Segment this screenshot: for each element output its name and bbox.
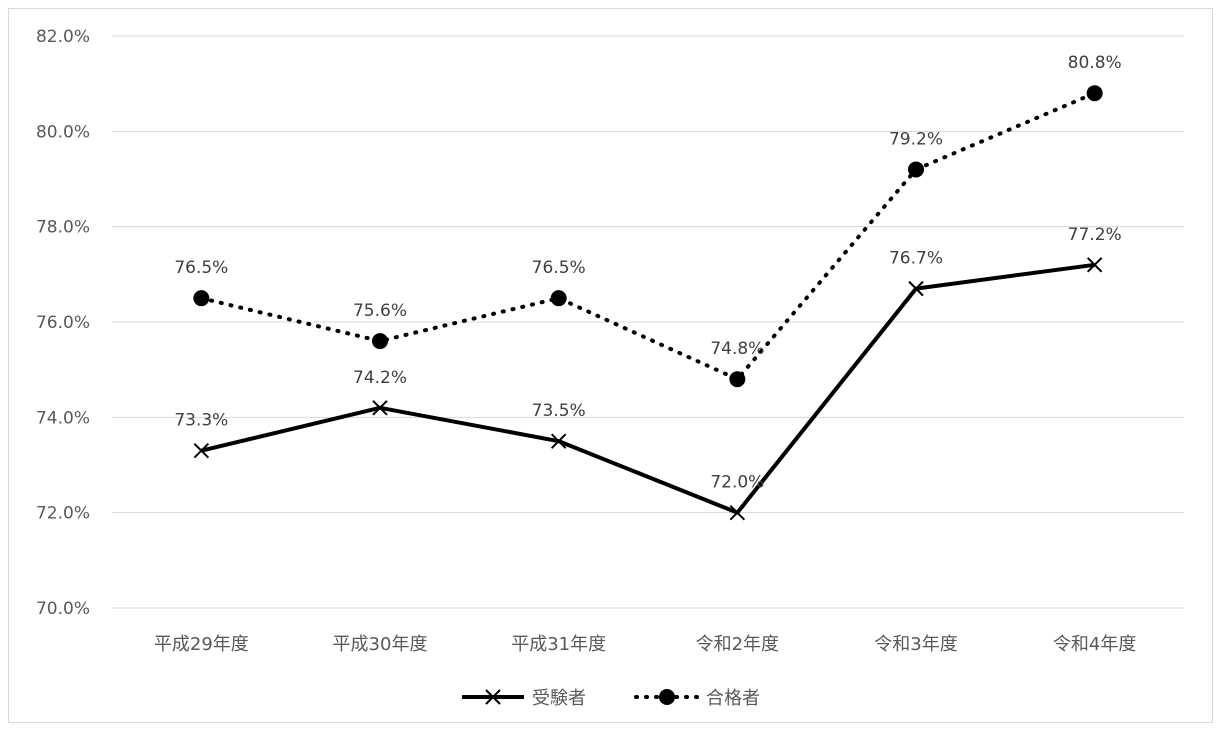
data-point (372, 333, 388, 350)
legend-item-1: 受験者 (462, 688, 586, 709)
series-1 (193, 257, 1103, 521)
data-labels: 73.3% 74.2% 73.5% 72.0% 76.7% 77.2% 76.5% 75.6%… (174, 53, 1121, 492)
x-axis-ticks: 平成29年度 平成30年度 平成31年度 令和2年度 令和3年度 令和4年度 (154, 634, 1137, 655)
data-point (908, 280, 924, 297)
legend-swatch-marker (485, 689, 501, 705)
x-tick-label: 令和3年度 (874, 634, 957, 655)
y-axis-ticks: 70.0% 72.0% 74.0% 76.0% 78.0% 80.0% 82.0% (36, 27, 90, 619)
series-layer (193, 85, 1103, 521)
data-label: 80.8% (1068, 53, 1122, 73)
series-2 (193, 85, 1103, 388)
data-label: 79.2% (889, 129, 943, 149)
data-point (193, 442, 210, 459)
data-point (729, 504, 746, 521)
x-tick-label: 令和2年度 (696, 634, 779, 655)
data-point (908, 161, 924, 178)
data-label: 73.5% (532, 401, 586, 421)
legend-label: 合格者 (706, 688, 760, 709)
x-tick-label: 平成30年度 (333, 634, 428, 655)
data-label: 74.8% (710, 339, 764, 359)
x-tick-label: 令和4年度 (1053, 634, 1136, 655)
data-label: 75.6% (353, 301, 407, 321)
data-label: 76.5% (532, 258, 586, 278)
legend-label: 受験者 (532, 688, 586, 709)
data-label: 72.0% (710, 473, 764, 493)
y-tick-label: 82.0% (36, 27, 90, 47)
gridlines (112, 35, 1184, 609)
y-tick-label: 80.0% (36, 122, 90, 142)
y-tick-label: 76.0% (36, 313, 90, 333)
legend-swatch-marker (659, 689, 675, 705)
legend: 受験者 合格者 (462, 688, 760, 709)
data-point (1086, 257, 1103, 273)
y-tick-label: 72.0% (36, 504, 90, 524)
data-label: 73.3% (174, 411, 228, 431)
x-tick-label: 平成29年度 (154, 634, 249, 655)
data-label: 76.7% (889, 249, 943, 269)
y-tick-label: 70.0% (36, 599, 90, 619)
y-tick-label: 78.0% (36, 218, 90, 238)
data-point (1086, 85, 1103, 102)
data-point (550, 290, 567, 307)
x-tick-label: 平成31年度 (511, 634, 606, 655)
chart-frame (8, 8, 1213, 723)
data-label: 74.2% (353, 368, 407, 388)
data-label: 76.5% (174, 258, 228, 278)
series-line (200, 262, 1095, 515)
data-point (372, 400, 388, 416)
data-point (193, 290, 210, 307)
series-line (199, 91, 1097, 382)
data-point (729, 371, 746, 388)
y-tick-label: 74.0% (36, 408, 90, 428)
data-label: 77.2% (1068, 225, 1122, 245)
data-point (550, 433, 567, 449)
legend-item-2: 合格者 (634, 688, 760, 709)
